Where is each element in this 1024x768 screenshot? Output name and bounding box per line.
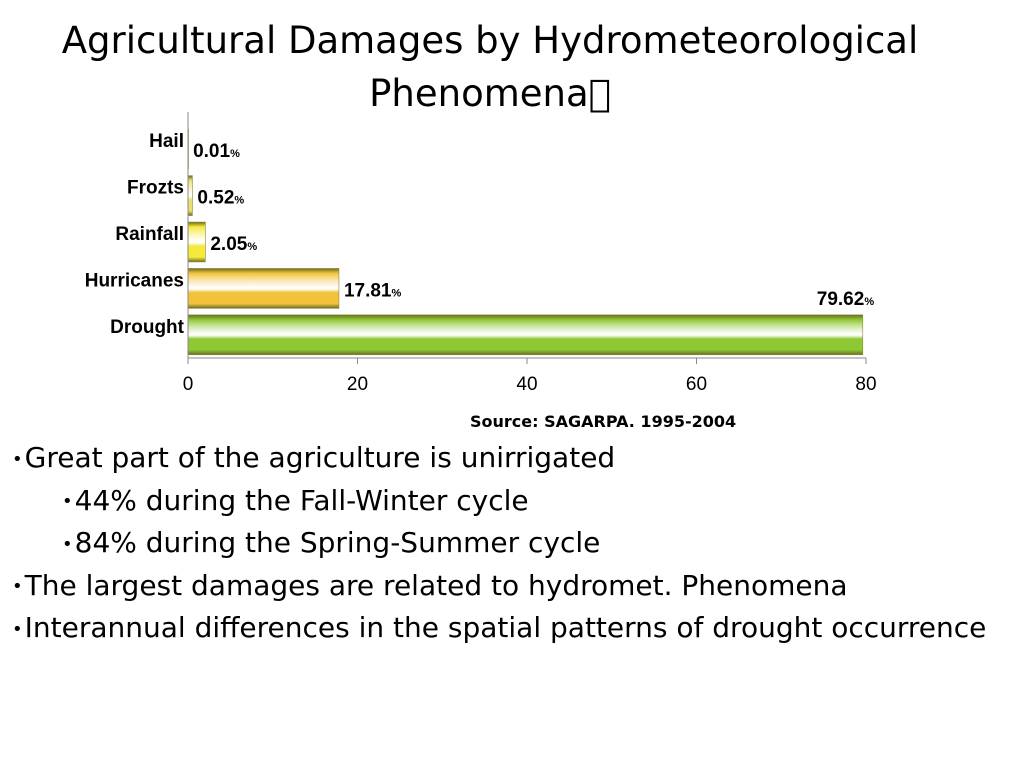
data-label: 2.05%: [210, 234, 257, 255]
source-note: Source: SAGARPA. 1995-2004: [470, 412, 737, 431]
x-tick-label: 20: [347, 374, 368, 395]
bar-chart: Hail 0.01% Frozts 0.52% Rainfall 2.05% Hurrica…: [85, 112, 877, 395]
category-label: Rainfall: [115, 224, 184, 245]
percent-unit: %: [247, 241, 257, 253]
category-label: Hail: [149, 131, 184, 152]
data-label: 0.52%: [197, 188, 244, 209]
slide-title: Agricultural Damages by Hydrometeorologi…: [40, 14, 940, 120]
sub-bullet-item: •84% during the Spring-Summer cycle: [12, 522, 988, 565]
bar-frozts: [187, 175, 193, 216]
bullet-text: 44% during the Fall-Winter cycle: [74, 483, 529, 517]
bullet-text: 84% during the Spring-Summer cycle: [74, 526, 601, 559]
bullet-dot-icon: •: [12, 618, 23, 640]
percent-unit: %: [864, 296, 874, 308]
bullet-list: •Great part of the agriculture is unirri…: [12, 437, 988, 650]
bar-hurricanes: [187, 268, 340, 309]
data-label: 17.81%: [344, 280, 402, 301]
bullet-text: Interannual differences in the spatial p…: [24, 611, 987, 644]
bullet-text: Great part of the agriculture is unirrig…: [24, 441, 616, 474]
bullet-item: •Interannual differences in the spatial …: [12, 607, 988, 650]
title-line-2: Phenomena : [369, 72, 611, 115]
category-label: Drought: [110, 317, 185, 338]
bullet-text: The largest damages are related to hydro…: [24, 568, 848, 602]
percent-unit: %: [230, 148, 240, 160]
data-label: 0.01%: [193, 141, 240, 162]
category-label: Hurricanes: [85, 270, 184, 291]
bar-drought: [187, 314, 864, 356]
bullet-item: •The largest damages are related to hydr…: [12, 565, 988, 608]
bullet-dot-icon: •: [62, 533, 73, 555]
sub-bullet-item: •44% during the Fall-Winter cycle: [12, 480, 988, 523]
x-tick-label: 60: [686, 374, 707, 395]
bullet-dot-icon: •: [12, 576, 23, 597]
x-tick-label: 40: [516, 374, 537, 395]
x-tick-label: 0: [183, 374, 194, 395]
percent-unit: %: [391, 287, 401, 299]
bar-rainfall: [187, 221, 206, 263]
title-line-1: Agricultural Damages by Hydrometeorologi…: [61, 19, 919, 62]
category-label: Frozts: [127, 178, 184, 199]
data-label: 79.62%: [817, 289, 875, 310]
bullet-item: •Great part of the agriculture is unirri…: [12, 437, 988, 480]
bullet-dot-icon: •: [62, 491, 73, 512]
x-tick-label: 80: [855, 374, 876, 395]
bullet-dot-icon: •: [12, 448, 23, 470]
percent-unit: %: [234, 195, 244, 207]
